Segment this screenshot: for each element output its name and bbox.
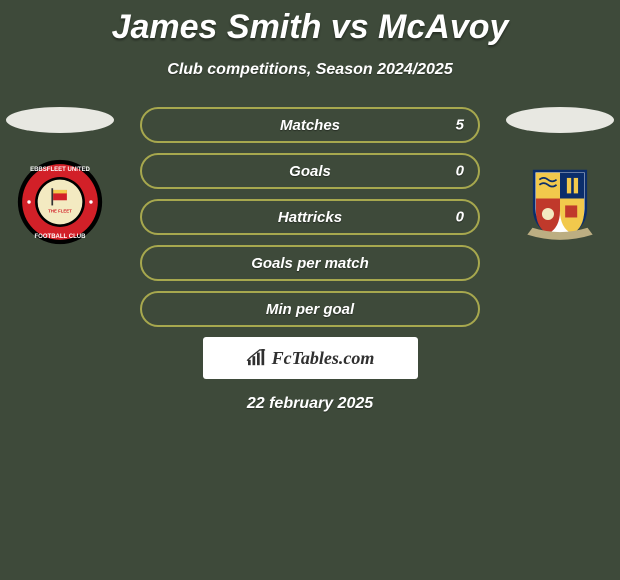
stats-list: Matches 5 Goals 0 Hattricks 0 Goals per … [140, 107, 480, 327]
stat-row-goals: Goals 0 [140, 153, 480, 189]
stat-label: Goals [289, 163, 331, 180]
brand-text: FcTables.com [272, 348, 375, 369]
svg-text:THE FLEET: THE FLEET [48, 208, 72, 213]
page-subtitle: Club competitions, Season 2024/2025 [0, 61, 620, 79]
club-badge-left: EBBSFLEET UNITED FOOTBALL CLUB THE FLEET [17, 159, 103, 245]
brand-badge: FcTables.com [203, 337, 418, 379]
page-title: James Smith vs McAvoy [0, 0, 620, 47]
stat-value-right: 0 [456, 209, 464, 226]
svg-text:EBBSFLEET UNITED: EBBSFLEET UNITED [30, 167, 90, 173]
stat-row-mpg: Min per goal [140, 291, 480, 327]
stat-label: Min per goal [266, 301, 354, 318]
stat-row-matches: Matches 5 [140, 107, 480, 143]
stat-value-right: 0 [456, 163, 464, 180]
stat-row-gpm: Goals per match [140, 245, 480, 281]
player-photo-placeholder-left [6, 107, 114, 133]
stat-label: Hattricks [278, 209, 342, 226]
content-area: EBBSFLEET UNITED FOOTBALL CLUB THE FLEET [0, 107, 620, 413]
stat-label: Matches [280, 117, 340, 134]
stat-value-right: 5 [456, 117, 464, 134]
chart-icon [246, 349, 268, 367]
stat-row-hattricks: Hattricks 0 [140, 199, 480, 235]
club-badge-right [517, 159, 603, 245]
date-label: 22 february 2025 [0, 395, 620, 413]
svg-text:FOOTBALL CLUB: FOOTBALL CLUB [34, 234, 86, 240]
stat-label: Goals per match [251, 255, 369, 272]
player-photo-placeholder-right [506, 107, 614, 133]
